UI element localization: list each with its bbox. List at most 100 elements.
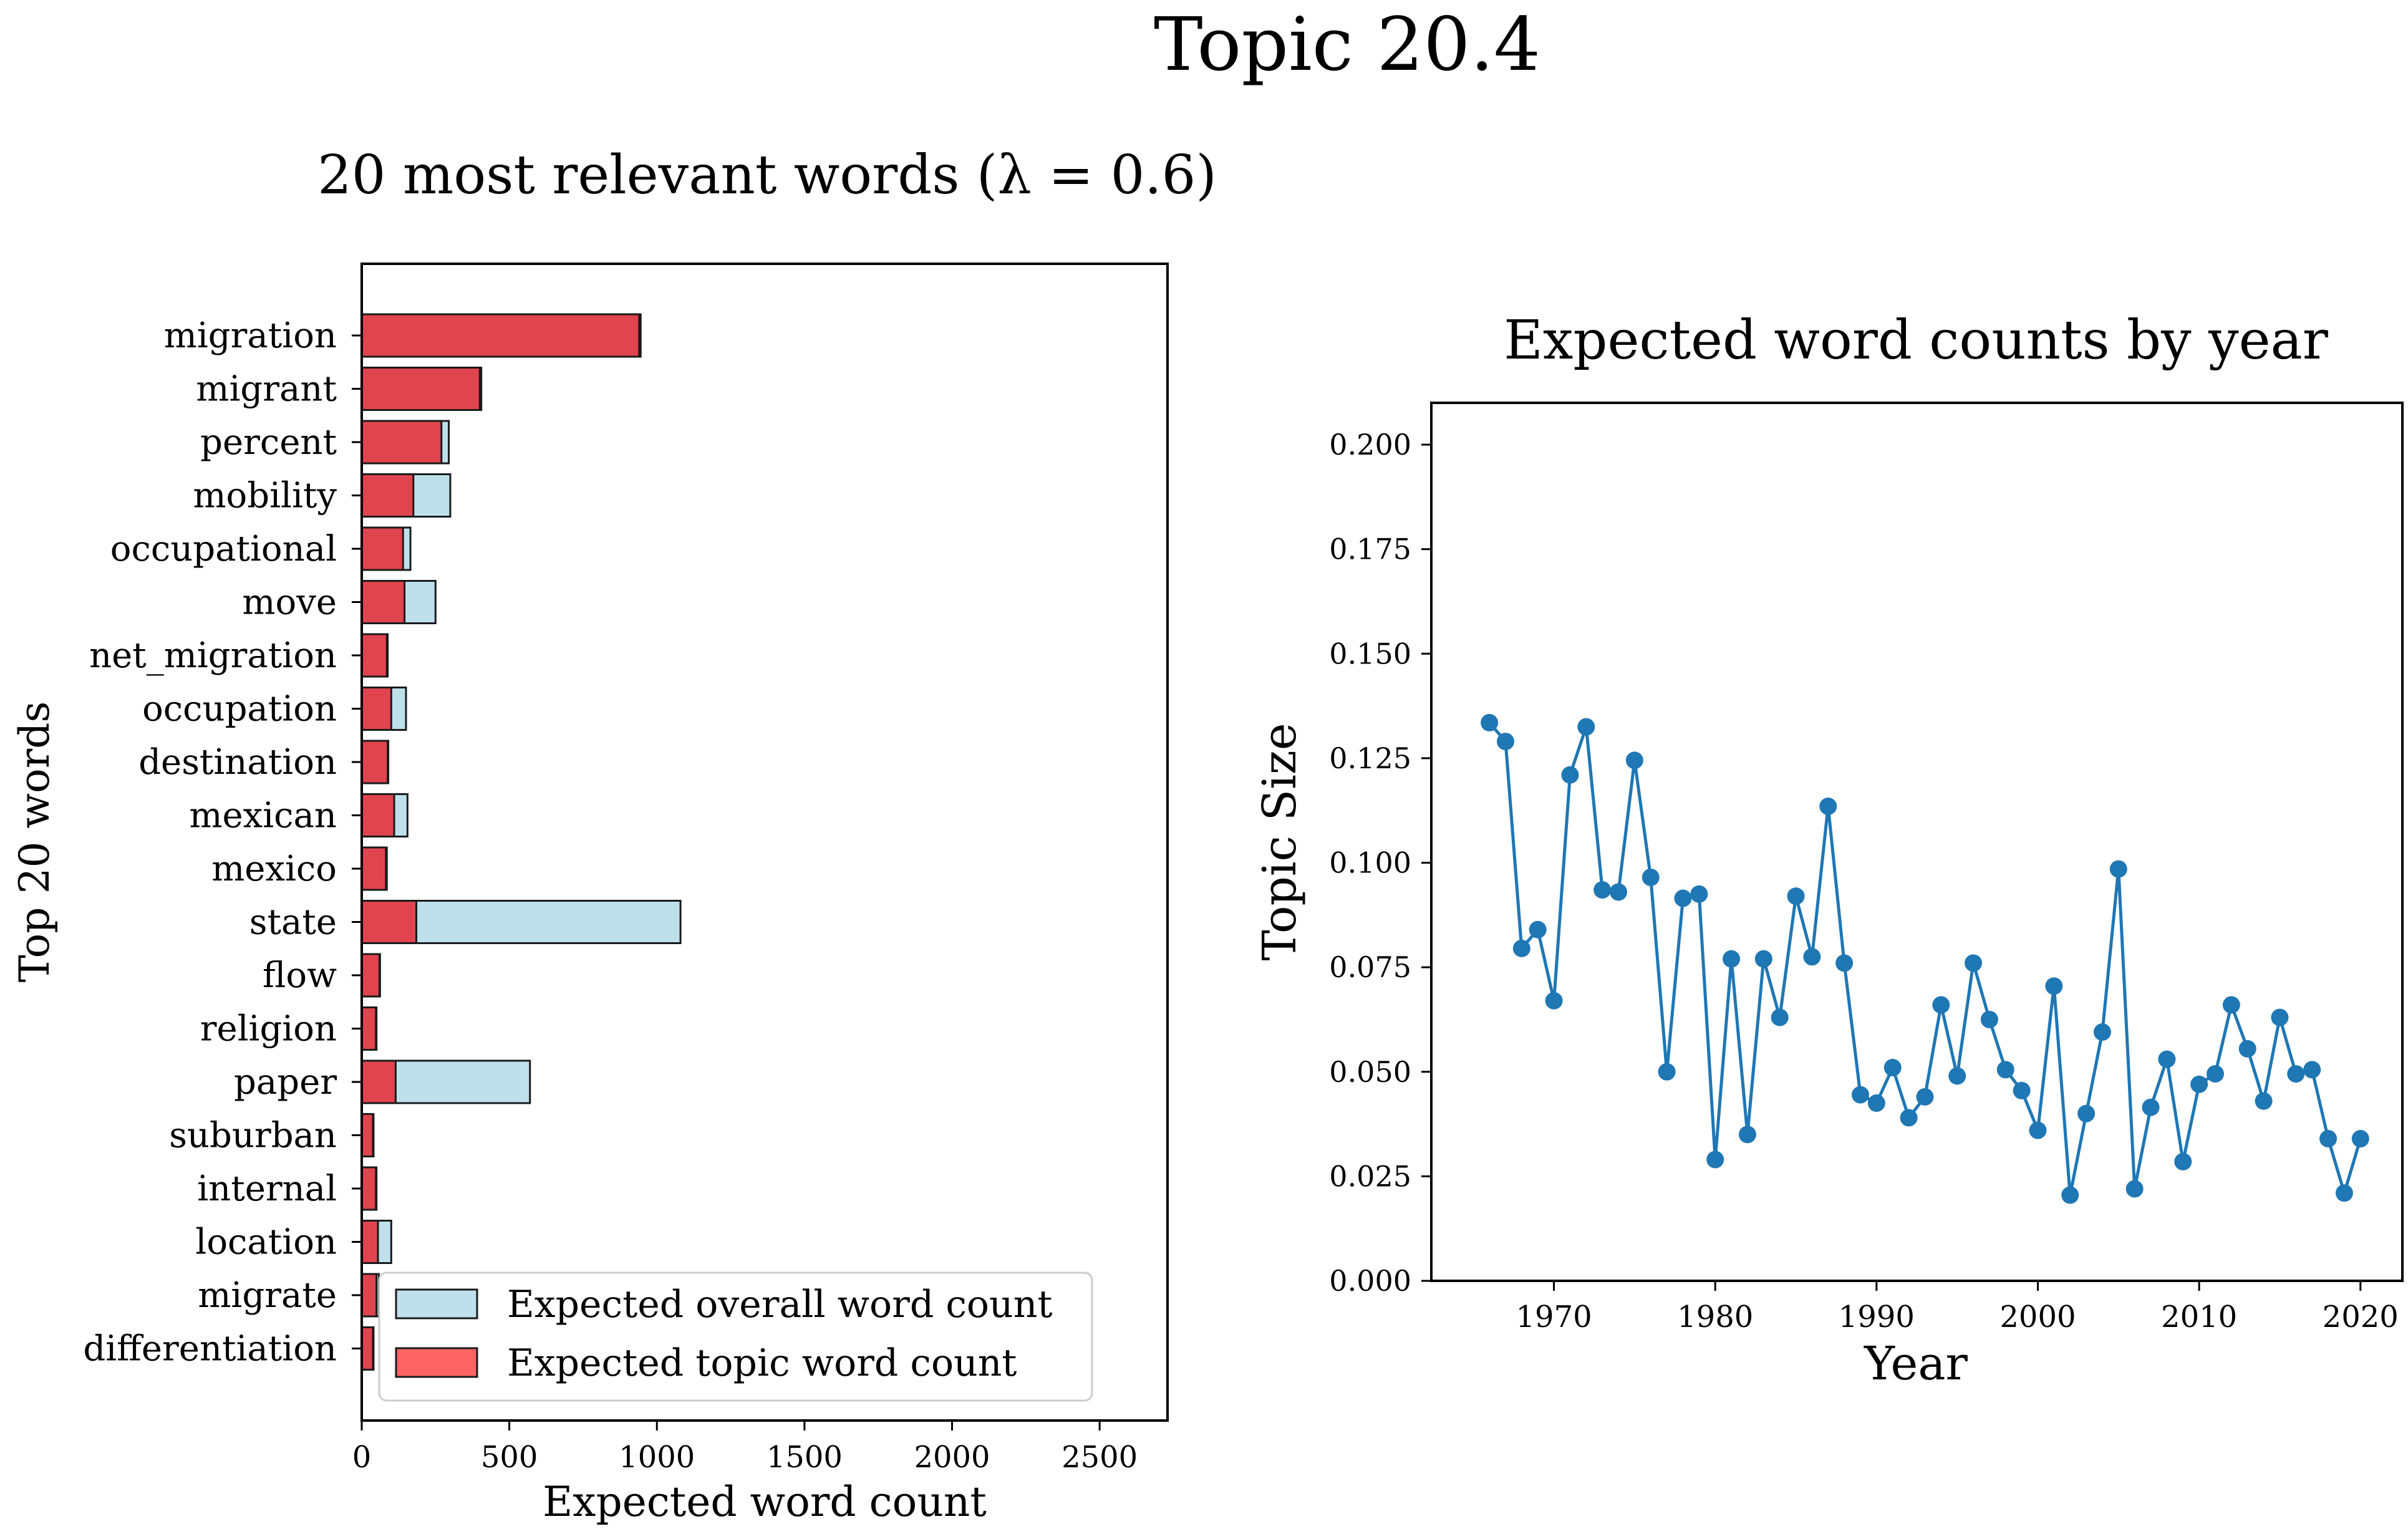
- data-point-1988: [1835, 954, 1854, 972]
- data-point-2020: [2351, 1130, 2369, 1148]
- data-point-1999: [2013, 1081, 2031, 1099]
- bar-topic-migrant: [360, 367, 481, 411]
- x-tick-label: 1980: [1677, 1300, 1753, 1334]
- data-point-1970: [1545, 991, 1563, 1010]
- bar-chart-y-ticks: migration migrant percent mobility occupatio…: [83, 316, 362, 1369]
- data-point-1973: [1593, 881, 1612, 899]
- y-tick-label: migrate: [198, 1275, 337, 1316]
- data-point-2019: [2335, 1184, 2353, 1202]
- y-tick-label: migration: [164, 316, 337, 356]
- bar-topic-mobility: [360, 473, 415, 518]
- bar-topic-flow: [360, 953, 380, 998]
- data-point-2000: [2029, 1121, 2047, 1139]
- bar-topic-religion: [360, 1006, 377, 1051]
- y-tick-label: flow: [263, 955, 337, 996]
- data-point-1979: [1690, 885, 1708, 903]
- data-point-2004: [2093, 1023, 2111, 1041]
- bar-chart-legend: Expected overall word count Expected top…: [378, 1271, 1093, 1402]
- figure-suptitle: Topic 20.4: [1154, 1, 1540, 87]
- y-tick-label: percent: [200, 422, 337, 463]
- x-tick-label: 1000: [619, 1440, 695, 1475]
- y-tick-label: 0.150: [1329, 637, 1411, 670]
- legend-label-topic: Expected topic word count: [507, 1341, 1017, 1385]
- data-point-1997: [1980, 1010, 1998, 1028]
- data-point-1998: [1996, 1061, 2014, 1079]
- bar-chart-plot-frame: [360, 263, 1169, 1422]
- y-tick-label: location: [195, 1222, 337, 1263]
- y-tick-label: 0.050: [1329, 1055, 1411, 1089]
- y-tick-label: 0.100: [1329, 846, 1411, 880]
- data-point-1992: [1900, 1109, 1918, 1127]
- data-point-1976: [1642, 868, 1660, 886]
- data-point-1990: [1867, 1094, 1885, 1112]
- y-tick-label: differentiation: [83, 1329, 337, 1369]
- line-chart-series: [1481, 713, 2369, 1204]
- bar-chart-x-ticks: 0 500 1000 1500 2000 2500: [352, 1421, 1138, 1475]
- bar-topic-paper: [360, 1059, 397, 1104]
- y-tick-label: state: [249, 902, 337, 943]
- y-tick-label: net_migration: [89, 635, 337, 676]
- data-point-2006: [2125, 1180, 2144, 1198]
- line-chart-x-axis-label: Year: [1864, 1337, 1968, 1391]
- bar-topic-mexico: [360, 846, 387, 891]
- data-point-1980: [1706, 1151, 1724, 1169]
- data-point-1994: [1932, 996, 1950, 1014]
- bar-topic-mexican: [360, 793, 395, 837]
- x-tick-label: 2000: [1999, 1300, 2076, 1334]
- x-tick-label: 1970: [1516, 1300, 1592, 1334]
- bar-topic-move: [360, 580, 406, 624]
- series-line: [1488, 721, 2362, 1197]
- y-tick-label: destination: [138, 742, 337, 783]
- x-tick-label: 2020: [2323, 1300, 2399, 1334]
- data-point-2014: [2255, 1092, 2273, 1110]
- data-point-1996: [1965, 954, 1983, 972]
- data-point-2005: [2109, 860, 2127, 878]
- y-tick-label: 0.075: [1329, 950, 1411, 984]
- data-point-1989: [1851, 1086, 1869, 1104]
- y-tick-label: paper: [234, 1062, 337, 1102]
- y-tick-label: 0.025: [1329, 1159, 1411, 1193]
- y-tick-label: occupation: [142, 689, 337, 730]
- line-chart-plot-frame: [1430, 402, 2404, 1282]
- bar-topic-net_migration: [360, 633, 388, 678]
- bar-chart-y-axis-label: Top 20 words: [11, 702, 59, 983]
- x-tick-label: 1990: [1839, 1300, 1915, 1334]
- data-point-2015: [2271, 1008, 2289, 1026]
- data-point-1971: [1561, 766, 1579, 784]
- data-point-2011: [2206, 1065, 2224, 1083]
- data-point-1991: [1883, 1059, 1902, 1077]
- line-chart-panel: Expected word counts by year 0.0000.0250…: [1253, 309, 2404, 1391]
- data-point-1987: [1819, 798, 1837, 816]
- data-point-2017: [2303, 1061, 2321, 1079]
- data-point-1995: [1948, 1067, 1966, 1085]
- y-tick-label: move: [242, 582, 337, 623]
- y-tick-label: migrant: [196, 369, 337, 410]
- x-tick-label: 2000: [914, 1440, 990, 1475]
- data-point-1982: [1738, 1126, 1756, 1144]
- y-tick-label: mobility: [193, 476, 337, 516]
- data-point-1985: [1787, 887, 1805, 905]
- data-point-1966: [1481, 713, 1499, 731]
- x-tick-label: 0: [352, 1440, 372, 1475]
- bar-topic-suburban: [360, 1113, 374, 1157]
- bar-topic-percent: [360, 420, 443, 465]
- x-tick-label: 2010: [2161, 1300, 2237, 1334]
- data-point-1977: [1658, 1063, 1676, 1081]
- bar-topic-occupation: [360, 687, 392, 731]
- data-point-2009: [2174, 1152, 2192, 1170]
- bar-topic-state: [360, 900, 418, 944]
- data-point-1993: [1916, 1088, 1934, 1106]
- data-point-1984: [1771, 1008, 1789, 1026]
- data-point-1986: [1803, 948, 1821, 966]
- data-point-2007: [2142, 1098, 2160, 1116]
- data-point-1978: [1674, 889, 1692, 907]
- y-tick-label: occupational: [110, 529, 337, 569]
- data-point-2013: [2238, 1040, 2256, 1058]
- bar-chart-x-axis-label: Expected word count: [543, 1478, 987, 1526]
- x-tick-label: 2500: [1061, 1440, 1138, 1475]
- bar-topic-occupational: [360, 526, 404, 571]
- legend-label-overall: Expected overall word count: [507, 1283, 1052, 1326]
- line-chart-y-ticks: 0.000 0.025 0.050 0.075 0.100 0.125 0.150 0.175…: [1329, 428, 1431, 1298]
- data-point-2002: [2061, 1186, 2079, 1204]
